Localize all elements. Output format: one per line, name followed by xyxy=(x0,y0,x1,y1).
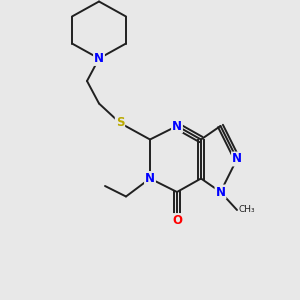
Text: N: N xyxy=(94,52,104,65)
Text: O: O xyxy=(172,214,182,227)
Text: N: N xyxy=(232,152,242,166)
Text: N: N xyxy=(172,119,182,133)
Text: CH₃: CH₃ xyxy=(238,206,255,214)
Text: N: N xyxy=(215,185,226,199)
Text: N: N xyxy=(145,172,155,185)
Text: S: S xyxy=(116,116,124,130)
